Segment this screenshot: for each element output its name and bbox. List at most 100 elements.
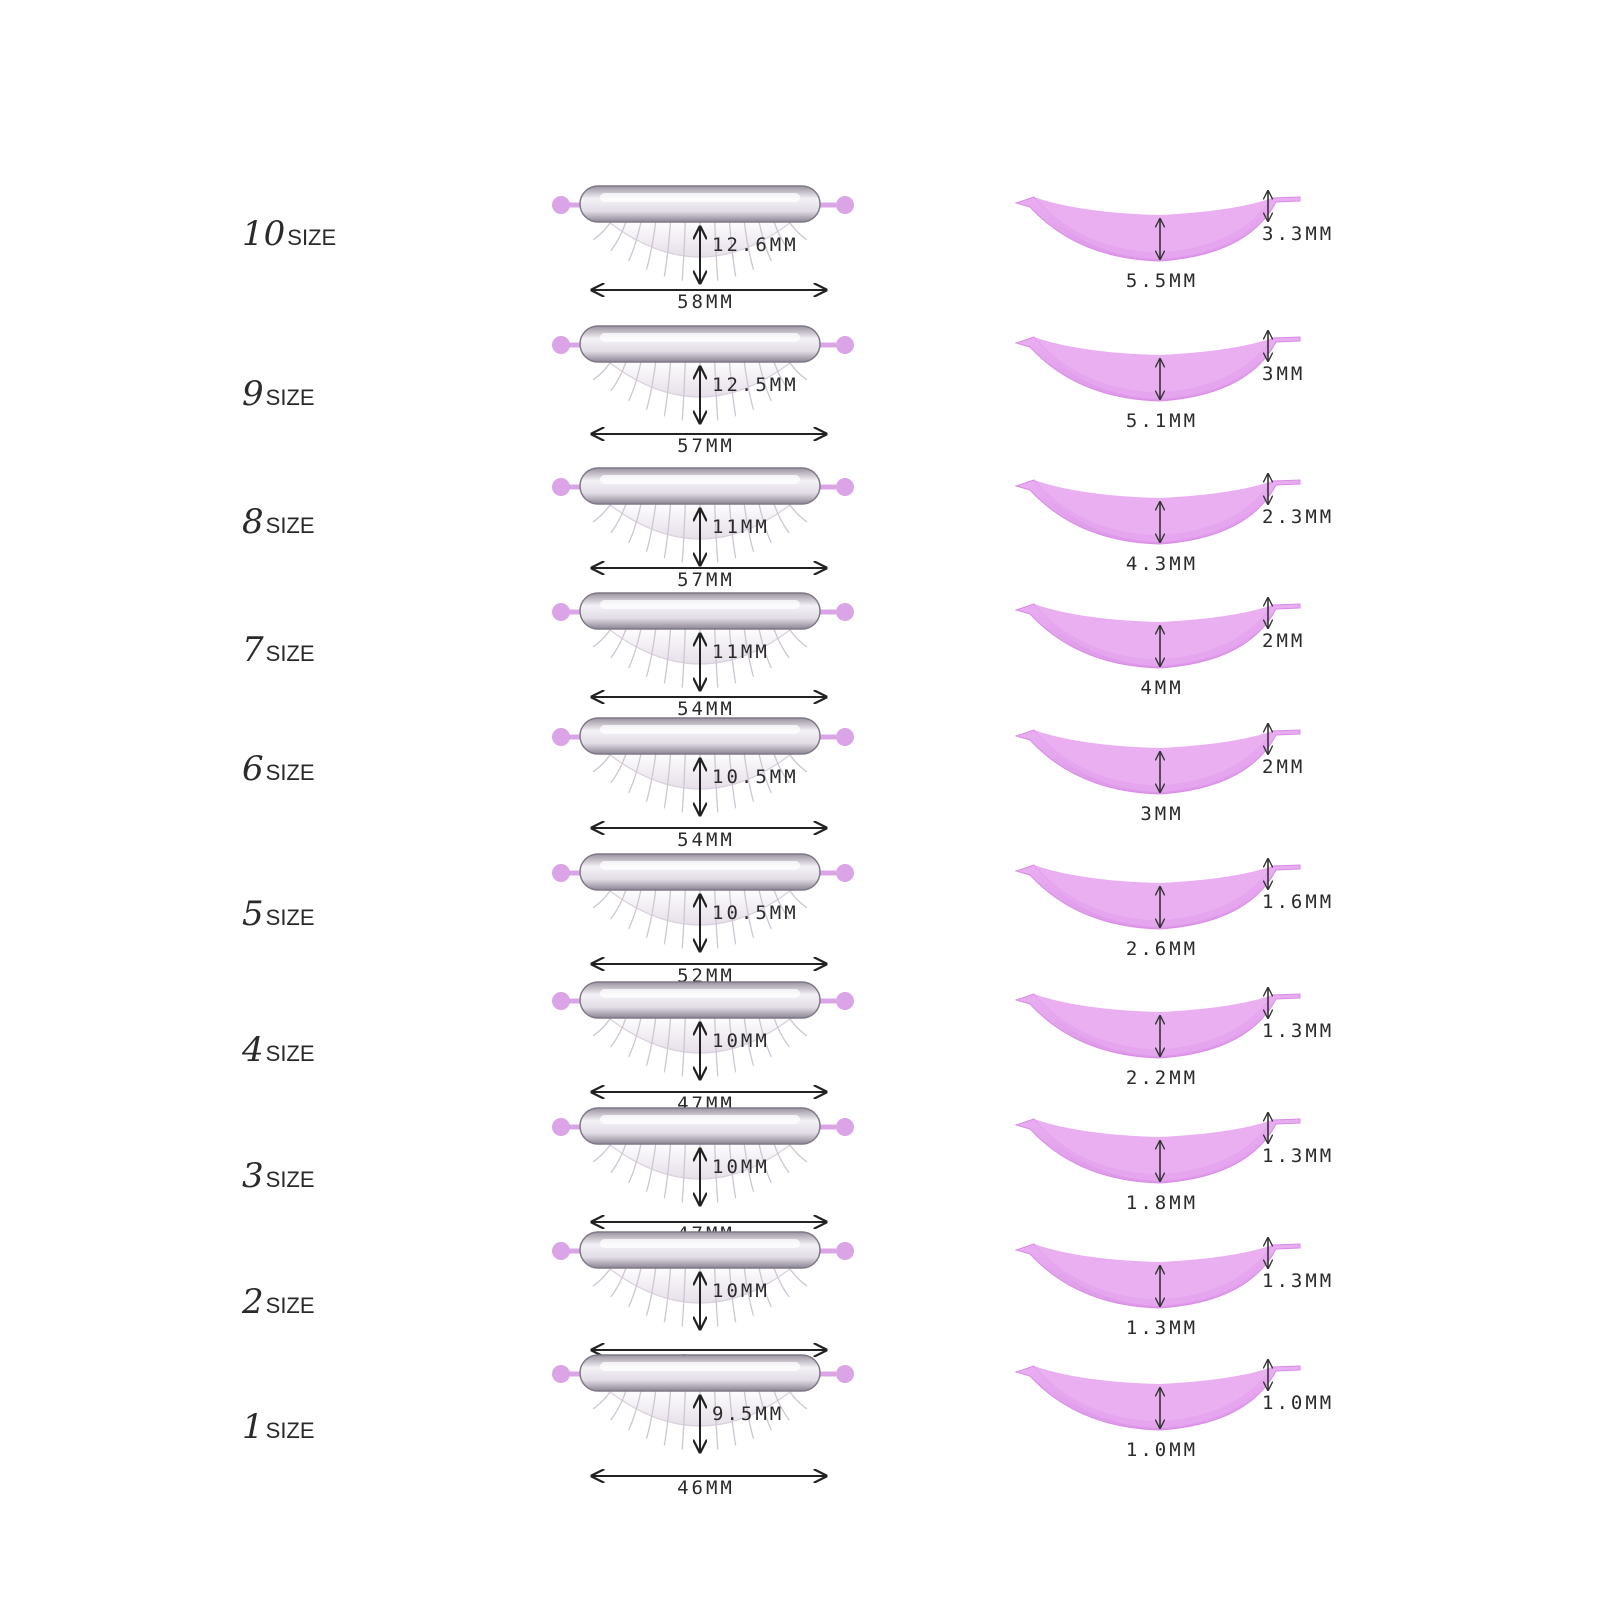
- fan-rib: [772, 359, 790, 392]
- fan-rib: [743, 1141, 755, 1192]
- fan-rib: [714, 359, 719, 421]
- width-value: 57MM: [677, 569, 735, 591]
- pad-illustration: [1014, 336, 1301, 402]
- fan-rib: [610, 887, 628, 920]
- right-knob: [836, 1242, 854, 1260]
- pad-band: [1034, 1366, 1272, 1428]
- size-word: SIZE: [266, 513, 315, 538]
- size-number: 3: [242, 1156, 264, 1196]
- fan-rib: [681, 1141, 686, 1203]
- pad-illustration: [1014, 1118, 1301, 1184]
- fan-rib: [758, 219, 772, 262]
- fan-rib: [645, 219, 657, 270]
- fan-rib: [728, 626, 737, 684]
- fan-rib: [681, 1388, 686, 1450]
- fan-rib: [681, 1015, 686, 1077]
- left-knob: [552, 196, 570, 214]
- fan-rib: [610, 626, 628, 659]
- height-value: 12.5MM: [712, 374, 799, 396]
- height-value: 11MM: [712, 641, 770, 663]
- size-row: 8SIZE 11MM 57MM 4.3MM 2.3MM: [242, 467, 1331, 591]
- fan-rib: [610, 1141, 628, 1174]
- pad-center-value: 3MM: [1140, 803, 1183, 825]
- pad-end-value: 1.6MM: [1262, 891, 1334, 913]
- shield-illustration: [552, 592, 854, 689]
- shield-highlight: [600, 1239, 800, 1248]
- fan-rib: [728, 359, 737, 417]
- shield-illustration: [552, 853, 854, 950]
- shield-highlight: [600, 989, 800, 998]
- size-label: 7SIZE: [242, 630, 315, 670]
- size-word: SIZE: [266, 1041, 315, 1066]
- pad-end-value: 1.0MM: [1262, 1392, 1334, 1414]
- shield-bar: [579, 185, 821, 223]
- shield-highlight: [600, 1362, 800, 1371]
- fan-rib: [663, 501, 672, 559]
- shield-bar: [579, 592, 821, 630]
- shield-bar: [579, 853, 821, 891]
- size-word: SIZE: [266, 905, 315, 930]
- fan-rib: [610, 751, 628, 784]
- pad-band: [1034, 865, 1272, 927]
- fan-rib: [758, 751, 772, 794]
- pad-center-value: 4MM: [1140, 677, 1183, 699]
- fan-rib: [772, 1015, 790, 1048]
- right-knob: [836, 1365, 854, 1383]
- pad-center-value: 2.6MM: [1126, 938, 1198, 960]
- fan-rib: [610, 219, 628, 252]
- size-word: SIZE: [266, 641, 315, 666]
- pad-illustration: [1014, 603, 1301, 669]
- size-row: 1SIZE 9.5MM 46MM 1.0MM 1.0MM: [242, 1354, 1334, 1499]
- fan-rib: [645, 359, 657, 410]
- size-number: 2: [241, 1282, 264, 1322]
- pad-illustration: [1014, 729, 1301, 795]
- fan-rib: [681, 501, 686, 563]
- fan-rib: [743, 1015, 755, 1066]
- shield-highlight: [600, 475, 800, 484]
- fan-rib: [772, 1388, 790, 1421]
- pad-illustration: [1014, 993, 1301, 1059]
- shield-illustration: [552, 1231, 854, 1328]
- size-word: SIZE: [266, 385, 315, 410]
- fan-rib: [758, 501, 772, 544]
- pad-illustration: [1014, 479, 1301, 545]
- right-knob: [836, 196, 854, 214]
- left-knob: [552, 478, 570, 496]
- pad-center-value: 5.1MM: [1126, 410, 1198, 432]
- fan-rib: [645, 887, 657, 938]
- size-word: SIZE: [266, 1418, 315, 1443]
- fan-rib: [645, 751, 657, 802]
- fan-rib: [645, 1141, 657, 1192]
- size-word: SIZE: [266, 1167, 315, 1192]
- height-value: 10MM: [712, 1030, 770, 1052]
- pad-center-value: 5.5MM: [1126, 270, 1198, 292]
- fan-rib: [663, 1141, 672, 1199]
- pad-center-value: 1.8MM: [1126, 1192, 1198, 1214]
- fan-rib: [728, 1265, 737, 1323]
- pad-illustration: [1014, 196, 1301, 262]
- size-number: 7: [242, 630, 264, 670]
- shield-bar: [579, 981, 821, 1019]
- fan-rib: [628, 1265, 642, 1308]
- left-knob: [552, 603, 570, 621]
- right-knob: [836, 992, 854, 1010]
- fan-rib: [743, 219, 755, 270]
- fan-rib: [663, 751, 672, 809]
- fan-rib: [743, 501, 755, 552]
- size-label: 6SIZE: [242, 749, 315, 789]
- fan-rib: [758, 1265, 772, 1308]
- shield-highlight: [600, 861, 800, 870]
- shield-illustration: [552, 325, 854, 422]
- pad-band: [1034, 337, 1272, 399]
- shield-bar: [579, 325, 821, 363]
- width-value: 54MM: [677, 829, 735, 851]
- fan-rib: [714, 626, 719, 688]
- fan-rib: [772, 887, 790, 920]
- fan-rib: [628, 1388, 642, 1431]
- pad-end-value: 1.3MM: [1262, 1270, 1334, 1292]
- right-knob: [836, 728, 854, 746]
- fan-rib: [645, 1388, 657, 1439]
